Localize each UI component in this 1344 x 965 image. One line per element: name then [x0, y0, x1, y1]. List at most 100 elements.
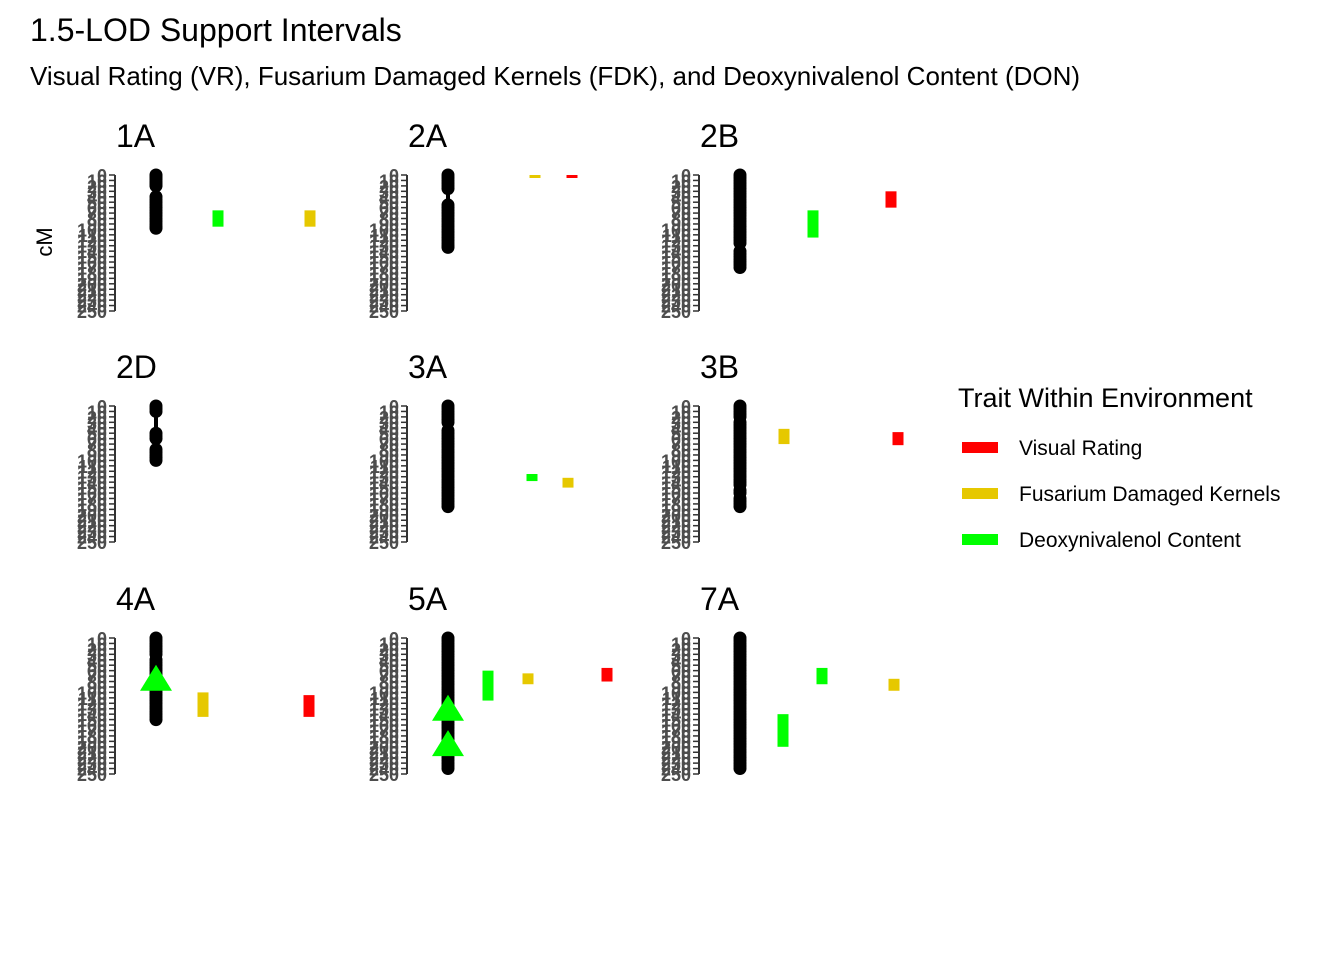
y-tick-label-5A-130: 130	[369, 700, 399, 720]
y-tick-label-2A-160: 160	[369, 253, 399, 273]
y-tick-label-3B-140: 140	[661, 473, 691, 493]
marker-4A-29	[149, 713, 163, 727]
y-tick-label-7A-0: 0	[681, 629, 691, 649]
y-tick-label-2A-200: 200	[369, 275, 399, 295]
panel-2B: 2B 01020304050607080901001101201301401501…	[661, 118, 897, 322]
y-tick-label-4A-170: 170	[77, 721, 107, 741]
y-tick-label-3B-80: 80	[671, 441, 691, 461]
y-tick-label-2B-80: 80	[671, 210, 691, 230]
legend-key-2	[962, 534, 998, 545]
y-tick-label-4A-180: 180	[77, 727, 107, 747]
y-tick-label-5A-170: 170	[369, 721, 399, 741]
y-tick-label-4A-200: 200	[77, 738, 107, 758]
legend-key-1	[962, 488, 998, 499]
y-tick-label-2B-60: 60	[671, 199, 691, 219]
panel-2A: 2A 01020304050607080901001101201301401501…	[369, 118, 578, 322]
marker-5A-48	[441, 762, 455, 776]
y-tick-label-7A-180: 180	[661, 727, 691, 747]
y-tick-label-3B-150: 150	[661, 479, 691, 499]
y-tick-label-3A-130: 130	[369, 468, 399, 488]
y-tick-label-2A-100: 100	[369, 220, 399, 240]
y-tick-label-2D-20: 20	[87, 408, 107, 428]
marker-2A-5	[441, 182, 455, 196]
y-tick-label-3A-170: 170	[369, 489, 399, 509]
y-tick-label-5A-200: 200	[369, 738, 399, 758]
y-tick-label-3B-60: 60	[671, 430, 691, 450]
y-tick-label-1A-70: 70	[87, 204, 107, 224]
legend: Trait Within Environment Visual Rating Fu…	[958, 383, 1280, 552]
y-tick-label-7A-70: 70	[671, 667, 691, 687]
y-tick-label-3A-0: 0	[389, 397, 399, 417]
marker-2D-10	[149, 453, 163, 467]
panel-3B: 3B 01020304050607080901001101201301401501…	[661, 349, 904, 553]
y-tick-label-1A-40: 40	[87, 188, 107, 208]
y-tick-label-2A-80: 80	[379, 210, 399, 230]
panel-title-2D: 2D	[116, 349, 157, 385]
y-tick-label-1A-230: 230	[77, 291, 107, 311]
y-tick-label-3A-70: 70	[379, 435, 399, 455]
qtl-interval-7A-0	[777, 714, 789, 747]
y-tick-label-3A-40: 40	[379, 419, 399, 439]
y-tick-label-3B-10: 10	[671, 402, 691, 422]
marker-3B-34	[733, 500, 747, 514]
qtl-interval-5A-2	[601, 667, 613, 682]
y-tick-label-1A-130: 130	[77, 237, 107, 257]
y-tick-label-3A-220: 220	[369, 517, 399, 537]
y-tick-label-2D-180: 180	[77, 495, 107, 515]
y-tick-label-3A-10: 10	[379, 402, 399, 422]
y-tick-label-3A-60: 60	[379, 430, 399, 450]
y-tick-label-2A-110: 110	[370, 226, 399, 246]
y-tick-label-3B-20: 20	[671, 408, 691, 428]
qtl-interval-2A-0	[529, 175, 541, 178]
y-tick-label-2D-70: 70	[87, 435, 107, 455]
y-tick-label-2A-30: 30	[379, 182, 399, 202]
y-tick-label-7A-230: 230	[661, 754, 691, 774]
panel-5A: 5A 01020304050607080901001101201301401501…	[369, 581, 613, 785]
y-tick-label-2B-20: 20	[671, 177, 691, 197]
y-tick-label-7A-110: 110	[662, 689, 691, 709]
y-tick-label-4A-150: 150	[77, 711, 107, 731]
y-tick-label-5A-100: 100	[369, 683, 399, 703]
y-tick-label-5A-10: 10	[379, 634, 399, 654]
y-tick-label-1A-30: 30	[87, 182, 107, 202]
y-tick-label-2A-0: 0	[389, 166, 399, 186]
marker-2A-22	[441, 240, 455, 254]
y-tick-label-5A-0: 0	[389, 629, 399, 649]
y-tick-label-5A-110: 110	[370, 689, 399, 709]
y-tick-label-3B-240: 240	[661, 528, 691, 548]
y-tick-label-4A-240: 240	[77, 760, 107, 780]
y-tick-label-7A-120: 120	[661, 694, 691, 714]
panel-title-5A: 5A	[408, 581, 448, 617]
y-tick-label-2B-240: 240	[661, 297, 691, 317]
y-tick-label-7A-130: 130	[661, 700, 691, 720]
y-tick-label-2D-130: 130	[77, 468, 107, 488]
y-tick-label-2B-110: 110	[662, 226, 691, 246]
y-tick-label-4A-230: 230	[77, 754, 107, 774]
y-tick-label-1A-210: 210	[77, 280, 107, 300]
y-tick-label-3B-230: 230	[661, 522, 691, 542]
panel-3A: 3A 01020304050607080901001101201301401501…	[369, 349, 574, 553]
y-tick-label-2B-250: 250	[661, 302, 691, 322]
marker-2D-5	[149, 432, 163, 446]
y-tick-label-3A-120: 120	[369, 462, 399, 482]
y-tick-label-5A-80: 80	[379, 673, 399, 693]
y-tick-label-3B-70: 70	[671, 435, 691, 455]
qtl-interval-2B-0	[807, 210, 819, 238]
legend-label-1: Fusarium Damaged Kernels	[1019, 483, 1280, 506]
y-tick-label-2D-90: 90	[87, 446, 107, 466]
panel-title-7A: 7A	[700, 581, 740, 617]
y-tick-label-3B-210: 210	[661, 511, 691, 531]
marker-1A-20	[149, 221, 163, 235]
y-tick-label-7A-210: 210	[661, 743, 691, 763]
y-tick-label-3B-170: 170	[661, 489, 691, 509]
y-tick-label-1A-0: 0	[97, 166, 107, 186]
y-tick-label-2D-160: 160	[77, 484, 107, 504]
y-tick-label-1A-100: 100	[77, 220, 107, 240]
qtl-peak-4A-0	[140, 664, 172, 691]
y-tick-label-2D-210: 210	[77, 511, 107, 531]
y-tick-label-2D-100: 100	[77, 451, 107, 471]
qtl-interval-2A-1	[566, 175, 578, 178]
y-tick-label-4A-250: 250	[77, 765, 107, 785]
y-tick-label-3A-30: 30	[379, 413, 399, 433]
